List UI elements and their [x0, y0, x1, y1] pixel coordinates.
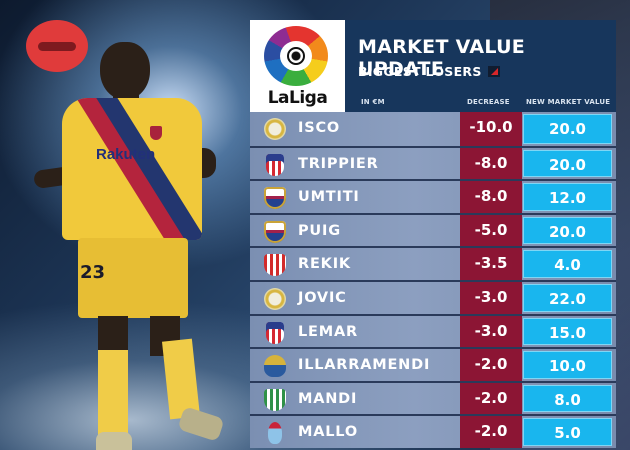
player-name: ISCO	[298, 120, 341, 136]
real-sociedad-crest-icon	[264, 355, 286, 378]
player-name: JOVIC	[298, 289, 347, 306]
sevilla-crest-icon	[264, 254, 286, 277]
table-row: UMTITI -8.0 12.0	[250, 179, 616, 213]
new-market-value: 12.0	[523, 183, 612, 211]
new-market-value: 10.0	[523, 351, 612, 379]
laliga-logo: LaLiga	[250, 20, 345, 112]
celta-vigo-crest-icon	[268, 422, 282, 445]
decrease-value: -2.0	[460, 416, 522, 448]
table-row: MALLO -2.0 5.0	[250, 414, 616, 448]
decrease-value: -5.0	[460, 214, 522, 247]
new-market-value: 4.0	[523, 250, 612, 278]
player-name: LEMAR	[298, 323, 358, 340]
panel-header: MARKET VALUE UPDATE BIGGEST LOSERS IN €M…	[345, 20, 616, 112]
decrease-value: -2.0	[460, 382, 522, 415]
table-row: LEMAR -3.0 15.0	[250, 313, 616, 348]
atletico-madrid-crest-icon	[266, 321, 284, 344]
new-market-value: 5.0	[523, 418, 612, 446]
market-value-panel: LaLiga MARKET VALUE UPDATE BIGGEST LOSER…	[250, 20, 616, 450]
player-sock-left	[98, 350, 128, 436]
table-row: PUIG -5.0 20.0	[250, 212, 616, 247]
table-row: TRIPPIER -8.0 20.0	[250, 145, 616, 180]
atletico-madrid-crest-icon	[266, 153, 284, 176]
logo-text: LaLiga	[267, 88, 328, 108]
shirt-number: 23	[80, 262, 106, 283]
minus-circle-icon	[26, 20, 88, 72]
real-betis-crest-icon	[264, 388, 286, 411]
new-market-value: 20.0	[523, 114, 612, 144]
new-market-value: 20.0	[523, 149, 612, 178]
player-name: ILLARRAMENDI	[298, 357, 431, 374]
shirt-sponsor: Rakuten	[96, 146, 156, 163]
real-madrid-crest-icon	[264, 287, 286, 310]
fc-barcelona-crest-icon	[264, 220, 286, 243]
new-market-value: 20.0	[523, 216, 612, 245]
player-head	[100, 42, 150, 100]
player-name: REKIK	[298, 256, 351, 273]
decrease-value: -2.0	[460, 349, 522, 381]
player-name: PUIG	[298, 222, 341, 239]
fc-barcelona-crest-icon	[264, 187, 286, 210]
player-shorts	[78, 238, 188, 318]
losers-table: ISCO -10.0 20.0 TRIPPIER -8.0 20.0 UMTIT…	[250, 112, 616, 448]
player-name: MALLO	[298, 424, 358, 441]
table-row: JOVIC -3.0 22.0	[250, 279, 616, 314]
new-market-value: 22.0	[523, 283, 612, 312]
subtitle-text: BIGGEST LOSERS	[358, 64, 482, 79]
page-subtitle: BIGGEST LOSERS	[358, 64, 500, 79]
minus-bar	[38, 42, 76, 51]
new-market-value: 15.0	[523, 317, 612, 346]
trend-down-icon	[487, 66, 500, 77]
table-row: ILLARRAMENDI -2.0 10.0	[250, 347, 616, 381]
decrease-value: -8.0	[460, 147, 522, 180]
column-header-decrease: DECREASE	[467, 98, 510, 106]
player-shirt: Rakuten	[62, 98, 202, 240]
player-leg-left	[98, 316, 128, 356]
table-row: ISCO -10.0 20.0	[250, 112, 616, 146]
column-header-new-value: NEW MARKET VALUE	[526, 98, 611, 106]
shirt-crest-icon	[150, 126, 162, 140]
player-name: TRIPPIER	[298, 155, 379, 172]
player-boot-right	[177, 406, 225, 442]
decrease-value: -3.0	[460, 281, 522, 314]
table-row: REKIK -3.5 4.0	[250, 246, 616, 280]
player-sock-right	[162, 338, 200, 420]
decrease-value: -8.0	[460, 181, 522, 213]
decrease-value: -3.5	[460, 248, 522, 280]
football-icon	[287, 47, 305, 65]
player-name: UMTITI	[298, 189, 360, 206]
decrease-value: -10.0	[460, 112, 522, 146]
player-name: MANDI	[298, 390, 358, 407]
column-header-unit: IN €M	[361, 98, 385, 106]
page-title: MARKET VALUE UPDATE	[358, 36, 526, 80]
table-row: MANDI -2.0 8.0	[250, 380, 616, 415]
decrease-value: -3.0	[460, 315, 522, 348]
real-madrid-crest-icon	[264, 118, 286, 140]
new-market-value: 8.0	[523, 384, 612, 413]
player-boot-left	[96, 432, 132, 450]
player-photo: Rakuten 23	[0, 0, 250, 450]
